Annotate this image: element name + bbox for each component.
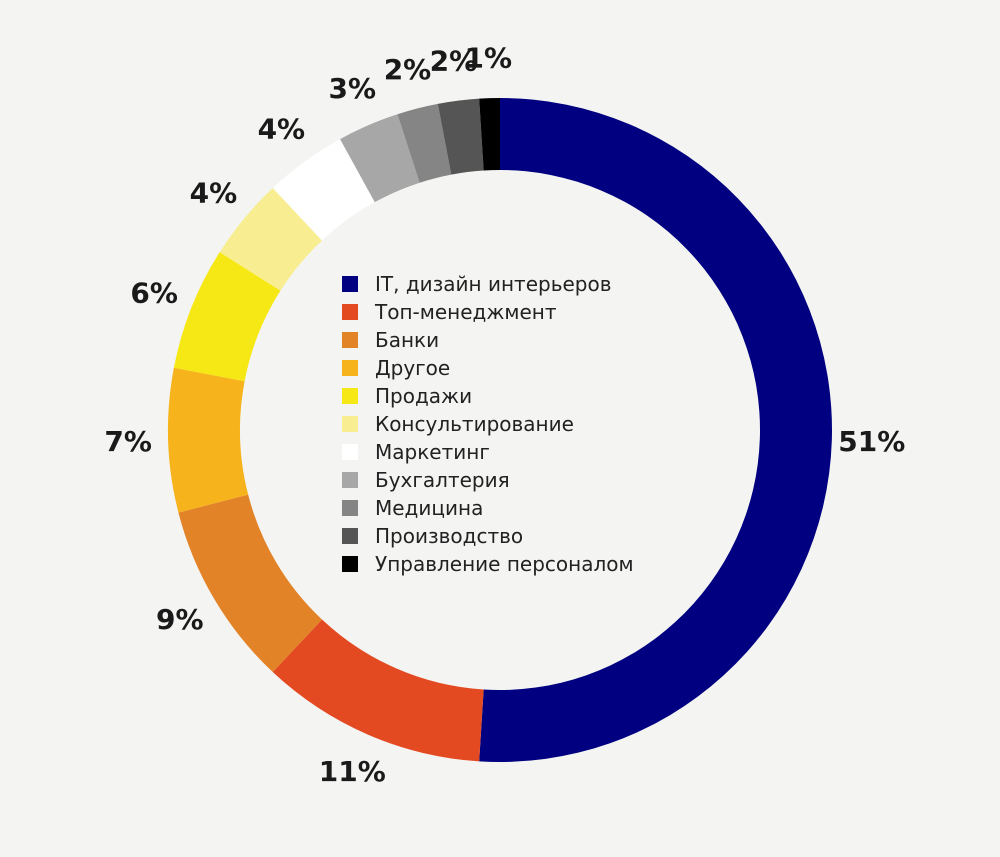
slice-1 bbox=[272, 619, 484, 762]
slice-label-2: 9% bbox=[156, 603, 204, 636]
legend-swatch bbox=[342, 416, 358, 432]
slice-label-10: 1% bbox=[465, 42, 513, 75]
legend-label: Медицина bbox=[375, 496, 484, 520]
legend-swatch bbox=[342, 444, 358, 460]
legend-label: Консультирование bbox=[375, 412, 574, 436]
slice-4 bbox=[173, 252, 281, 382]
legend-item: Продажи bbox=[342, 382, 634, 410]
slice-label-0: 51% bbox=[838, 425, 905, 458]
legend-item: IT, дизайн интерьеров bbox=[342, 270, 634, 298]
legend-item: Маркетинг bbox=[342, 438, 634, 466]
slice-7 bbox=[340, 114, 420, 203]
legend-label: Производство bbox=[375, 524, 524, 548]
slice-label-3: 7% bbox=[104, 425, 152, 458]
slice-9 bbox=[437, 98, 484, 175]
donut-slices bbox=[168, 98, 833, 762]
slice-label-4: 6% bbox=[130, 277, 178, 310]
slice-label-7: 3% bbox=[328, 72, 376, 105]
legend-label: Бухгалтерия bbox=[375, 468, 510, 492]
percentage-labels: 51%11%9%7%6%4%4%3%2%2%1% bbox=[104, 42, 905, 788]
legend-item: Топ-менеджмент bbox=[342, 298, 634, 326]
legend-label: Маркетинг bbox=[375, 440, 490, 464]
legend-item: Медицина bbox=[342, 494, 634, 522]
legend-label: Банки bbox=[375, 328, 440, 352]
slice-8 bbox=[397, 103, 452, 183]
slice-6 bbox=[272, 139, 375, 241]
slice-label-5: 4% bbox=[190, 176, 238, 209]
legend-swatch bbox=[342, 332, 358, 348]
legend-item: Бухгалтерия bbox=[342, 466, 634, 494]
slice-2 bbox=[178, 494, 323, 673]
legend-label: IT, дизайн интерьеров bbox=[375, 272, 612, 296]
legend-item: Управление персоналом bbox=[342, 550, 634, 578]
slice-10 bbox=[479, 98, 500, 171]
slice-0 bbox=[479, 98, 833, 762]
legend-swatch bbox=[342, 276, 358, 292]
legend-item: Производство bbox=[342, 522, 634, 550]
slice-label-6: 4% bbox=[258, 113, 306, 146]
legend-label: Продажи bbox=[375, 384, 473, 408]
legend-swatch bbox=[342, 556, 358, 572]
slice-label-1: 11% bbox=[319, 755, 386, 788]
slice-label-8: 2% bbox=[384, 53, 432, 86]
legend-label: Топ-менеджмент bbox=[375, 300, 557, 324]
chart-legend: IT, дизайн интерьеров Топ-менеджмент Банки… bbox=[342, 270, 634, 578]
legend-swatch bbox=[342, 304, 358, 320]
legend-item: Консультирование bbox=[342, 410, 634, 438]
legend-swatch bbox=[342, 500, 358, 516]
slice-3 bbox=[168, 367, 249, 513]
legend-swatch bbox=[342, 360, 358, 376]
slice-label-9: 2% bbox=[430, 44, 478, 77]
legend-item: Банки bbox=[342, 326, 634, 354]
legend-swatch bbox=[342, 388, 358, 404]
legend-item: Другое bbox=[342, 354, 634, 382]
legend-label: Управление персоналом bbox=[375, 552, 634, 576]
legend-swatch bbox=[342, 472, 358, 488]
legend-swatch bbox=[342, 528, 358, 544]
slice-5 bbox=[219, 187, 323, 291]
legend-label: Другое bbox=[375, 356, 451, 380]
